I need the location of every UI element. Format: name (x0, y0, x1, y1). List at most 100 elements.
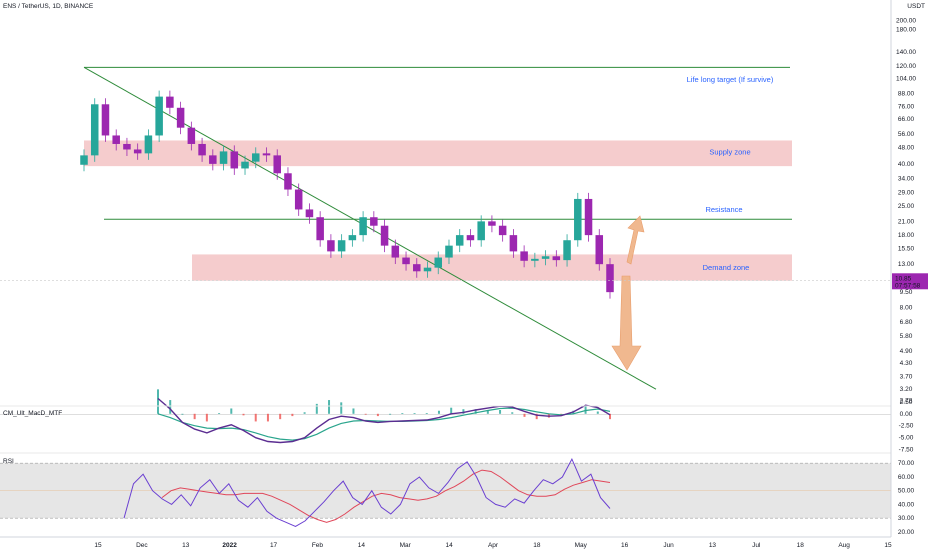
candle-body (198, 143, 206, 156)
time-tick: Jun (663, 542, 674, 549)
candle-body (209, 155, 217, 164)
supply-zone[interactable] (84, 140, 792, 167)
macd-histogram-bar (169, 400, 172, 414)
macd-title: CM_Ult_MacD_MTF (3, 410, 62, 417)
price-tick: 56.00 (898, 131, 915, 138)
time-axis[interactable]: 15 Dec 13 2022 17 Feb 14 Mar 14 Apr 18 May 16 Jun 13 Ju… (94, 542, 892, 549)
price-tick: 15.50 (898, 245, 915, 252)
price-tick: 3.70 (900, 373, 913, 380)
candle-body (455, 235, 464, 246)
macd-tick: -7.50 (899, 447, 914, 454)
price-axis[interactable]: 200.00 180.00 140.00 120.00 104.00 88.00 76.00… (892, 17, 928, 393)
macd-histogram-bar (340, 402, 343, 414)
macd-histogram-bar (596, 411, 599, 414)
price-tick: 34.00 (898, 175, 915, 182)
down-arrow[interactable] (611, 275, 642, 371)
candle-body (90, 104, 99, 156)
up-arrow[interactable] (626, 215, 645, 265)
candle-body (466, 235, 475, 241)
candle-body (144, 135, 153, 154)
time-tick: 18 (797, 542, 805, 549)
price-tick: 140.00 (896, 49, 916, 56)
candle-body (498, 225, 507, 236)
price-tick: 40.00 (898, 161, 915, 168)
rsi-tick: 20.00 (898, 529, 915, 536)
candle-body (80, 155, 88, 165)
price-tick: 25.00 (898, 203, 915, 210)
macd-histogram-bar (462, 409, 465, 414)
resistance-label: Resistance (705, 205, 742, 214)
candle-body (337, 240, 346, 252)
rsi-tick: 60.00 (898, 474, 915, 481)
price-tick: 21.00 (898, 218, 915, 225)
price-tick: 3.20 (900, 386, 913, 393)
candle-body (402, 257, 410, 265)
candle-body (413, 264, 421, 272)
macd-histogram-bar (218, 413, 221, 414)
macd-histogram-bar (499, 409, 502, 414)
life-long-target-label: Life long target (If survive) (687, 75, 774, 84)
current-price-value: 10.85 (895, 275, 912, 282)
candle-body (251, 153, 260, 162)
macd-line (157, 397, 611, 444)
price-tick: 200.00 (896, 17, 916, 24)
candle-body (434, 257, 443, 268)
price-pane[interactable]: Life long target (If survive) Supply zone… (0, 66, 891, 390)
macd-histogram-bar (315, 403, 318, 414)
macd-pane[interactable] (0, 389, 891, 444)
rsi-title: RSI (3, 458, 14, 465)
candle-body (316, 217, 324, 241)
candle-body (531, 258, 539, 261)
candle-body (166, 96, 174, 108)
symbol-line: ENS / TetherUS, 1D, BINANCE (3, 3, 94, 10)
price-tick: 29.00 (898, 190, 915, 197)
macd-histogram-bar (266, 413, 269, 422)
candle-body (477, 221, 485, 241)
macd-histogram-bar (157, 389, 159, 414)
candle-body (123, 143, 131, 150)
macd-histogram-bar (242, 413, 245, 416)
demand-zone-label: Demand zone (703, 263, 750, 272)
demand-zone[interactable] (192, 254, 792, 281)
candle-body (541, 256, 550, 259)
rsi-axis[interactable]: 70.00 60.00 50.00 40.00 30.00 20.00 (898, 460, 915, 536)
time-tick: 15 (884, 542, 892, 549)
time-tick: Aug (838, 542, 850, 549)
candle-body (606, 264, 614, 293)
candle-body (370, 217, 378, 226)
candle-countdown: 07:57:58 (895, 282, 921, 289)
macd-axis[interactable]: 2.782.50 0.00 -2.50 -5.00 -7.50 (899, 398, 914, 454)
candle-body (241, 161, 249, 169)
current-price-badge[interactable] (892, 273, 928, 290)
candle-body (520, 251, 528, 261)
time-tick: Dec (136, 542, 148, 549)
rsi-tick: 30.00 (898, 515, 915, 522)
rsi-tick: 50.00 (898, 488, 915, 495)
rsi-pane[interactable] (0, 457, 891, 527)
time-tick: 18 (533, 542, 541, 549)
macd-tick: -5.00 (899, 435, 914, 442)
macd-histogram-bar (205, 413, 208, 422)
candle-body (380, 225, 389, 246)
time-tick: 17 (270, 542, 278, 549)
macd-tick: 2.50 (900, 399, 913, 406)
candle-body (391, 245, 400, 258)
rsi-tick: 70.00 (898, 460, 915, 467)
candle-body (176, 107, 185, 128)
macd-histogram-bar (474, 409, 477, 414)
candle-body (445, 245, 453, 258)
time-tick: Mar (400, 542, 412, 549)
macd-histogram-bar (279, 413, 282, 420)
time-tick: 16 (621, 542, 629, 549)
time-tick: Jul (752, 542, 761, 549)
macd-histogram-bar (511, 412, 514, 414)
macd-histogram-bar (450, 407, 453, 414)
time-tick: 14 (358, 542, 366, 549)
macd-histogram-bar (230, 408, 233, 414)
price-tick: 48.00 (898, 145, 915, 152)
macd-histogram-bar (193, 413, 196, 420)
macd-histogram-bar (609, 413, 611, 420)
macd-histogram-bar (254, 413, 257, 422)
macd-histogram-bar (413, 413, 416, 414)
